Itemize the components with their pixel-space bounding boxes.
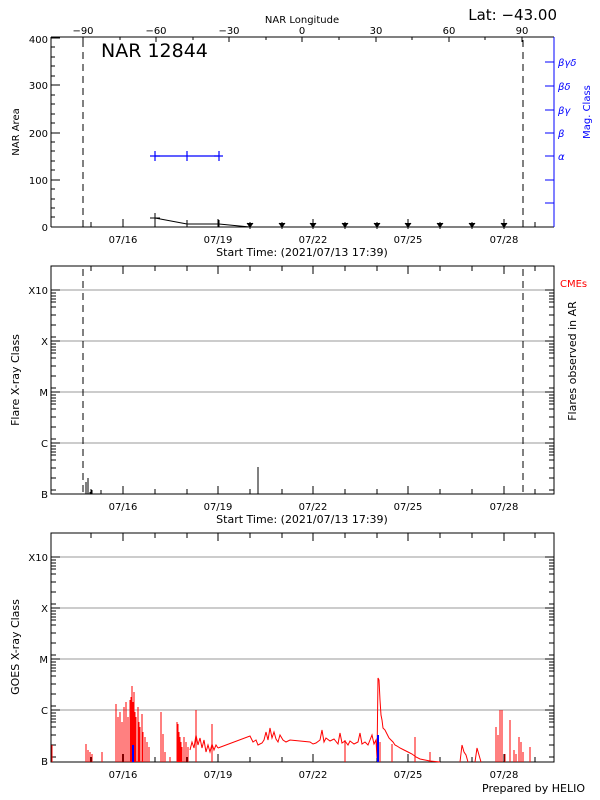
x-tick-label: 07/25 — [394, 770, 423, 781]
right-axis-title: Flares observed in AR — [566, 301, 579, 421]
x-tick-label: 07/25 — [394, 502, 423, 513]
region-title: NAR 12844 — [101, 40, 208, 62]
y-tick-label: C — [41, 439, 48, 450]
cmes-label: CMEs — [560, 279, 587, 290]
mag-class-axis — [545, 61, 554, 204]
y-tick-label: C — [41, 706, 48, 717]
x-axis-title: Start Time: (2021/07/13 17:39) — [216, 513, 388, 526]
x-tick-label: 07/22 — [299, 770, 328, 781]
x-tick-label: 07/28 — [490, 235, 519, 246]
flare-bars — [85, 467, 259, 494]
nar-area-series — [150, 213, 251, 228]
y-axis-title: GOES X-ray Class — [9, 599, 22, 695]
y-tick-label: 400 — [29, 35, 48, 46]
mag-class-label: βδ — [557, 82, 571, 93]
x-tick-label: 07/16 — [109, 502, 138, 513]
y-tick-label: B — [41, 490, 48, 501]
y-tick-label: M — [39, 388, 48, 399]
y-tick-label: 0 — [42, 223, 48, 234]
y-tick-label: X10 — [28, 553, 48, 564]
x-tick-label: 07/16 — [109, 235, 138, 246]
top-tick-label: 90 — [516, 26, 529, 37]
top-tick-label: 30 — [370, 26, 383, 37]
top-tick-label: −90 — [72, 26, 93, 37]
x-tick-label: 07/22 — [299, 502, 328, 513]
x-tick-label: 07/22 — [299, 235, 328, 246]
x-tick-label: 07/25 — [394, 235, 423, 246]
x-axis-ticks — [90, 533, 536, 762]
y-axis-title: Flare X-ray Class — [9, 334, 22, 426]
y-tick-label: 300 — [29, 81, 48, 92]
y-tick-label: 100 — [29, 176, 48, 187]
x-tick-label: 07/28 — [490, 770, 519, 781]
zero-area-markers — [246, 222, 508, 229]
mag-class-label: βγδ — [557, 58, 576, 69]
mag-class-label: β — [557, 129, 565, 140]
top-longitude-axis — [82, 37, 523, 42]
y-tick-label: X — [41, 604, 48, 615]
y-tick-label: 200 — [29, 129, 48, 140]
top-tick-label: 60 — [443, 26, 456, 37]
latitude-label: Lat: −43.00 — [468, 6, 557, 24]
x-tick-label: 07/19 — [204, 502, 233, 513]
y-axis-ticks — [51, 289, 554, 491]
y-tick-label: B — [41, 757, 48, 768]
x-axis-ticks — [90, 266, 536, 494]
x-tick-label: 07/19 — [204, 770, 233, 781]
top-axis-title: NAR Longitude — [265, 15, 339, 26]
top-tick-label: −30 — [218, 26, 239, 37]
goes-flux-series — [51, 677, 531, 763]
x-tick-label: 07/19 — [204, 235, 233, 246]
y-tick-label: M — [39, 655, 48, 666]
x-tick-label: 07/28 — [490, 502, 519, 513]
footer-credit: Prepared by HELIO — [482, 782, 585, 795]
panel-goes: B C M X X10 GOES X-ray Class 07/16 07/19… — [9, 532, 585, 795]
y-tick-label: X — [41, 337, 48, 348]
mag-class-axis-title: Mag. Class — [582, 85, 593, 139]
panel-nar-area: −90 −60 −30 0 30 60 90 NAR Longitude Lat… — [11, 6, 593, 259]
y-tick-label: X10 — [28, 286, 48, 297]
y-axis-ticks — [51, 556, 554, 758]
y-axis-ticks — [51, 37, 60, 228]
gridlines — [60, 556, 554, 711]
gridlines — [60, 289, 554, 444]
mag-class-label: α — [558, 152, 565, 163]
panel-flares: B C M X X10 Flare X-ray Class Flares obs… — [9, 265, 587, 526]
top-tick-label: −60 — [145, 26, 166, 37]
mag-class-label: βγ — [557, 106, 571, 117]
mag-class-series — [150, 151, 223, 161]
x-axis-title: Start Time: (2021/07/13 17:39) — [216, 246, 388, 259]
top-tick-label: 0 — [299, 26, 305, 37]
y-axis-title: NAR Area — [11, 108, 22, 155]
goes-flare-markers — [132, 735, 379, 762]
x-tick-label: 07/16 — [109, 770, 138, 781]
